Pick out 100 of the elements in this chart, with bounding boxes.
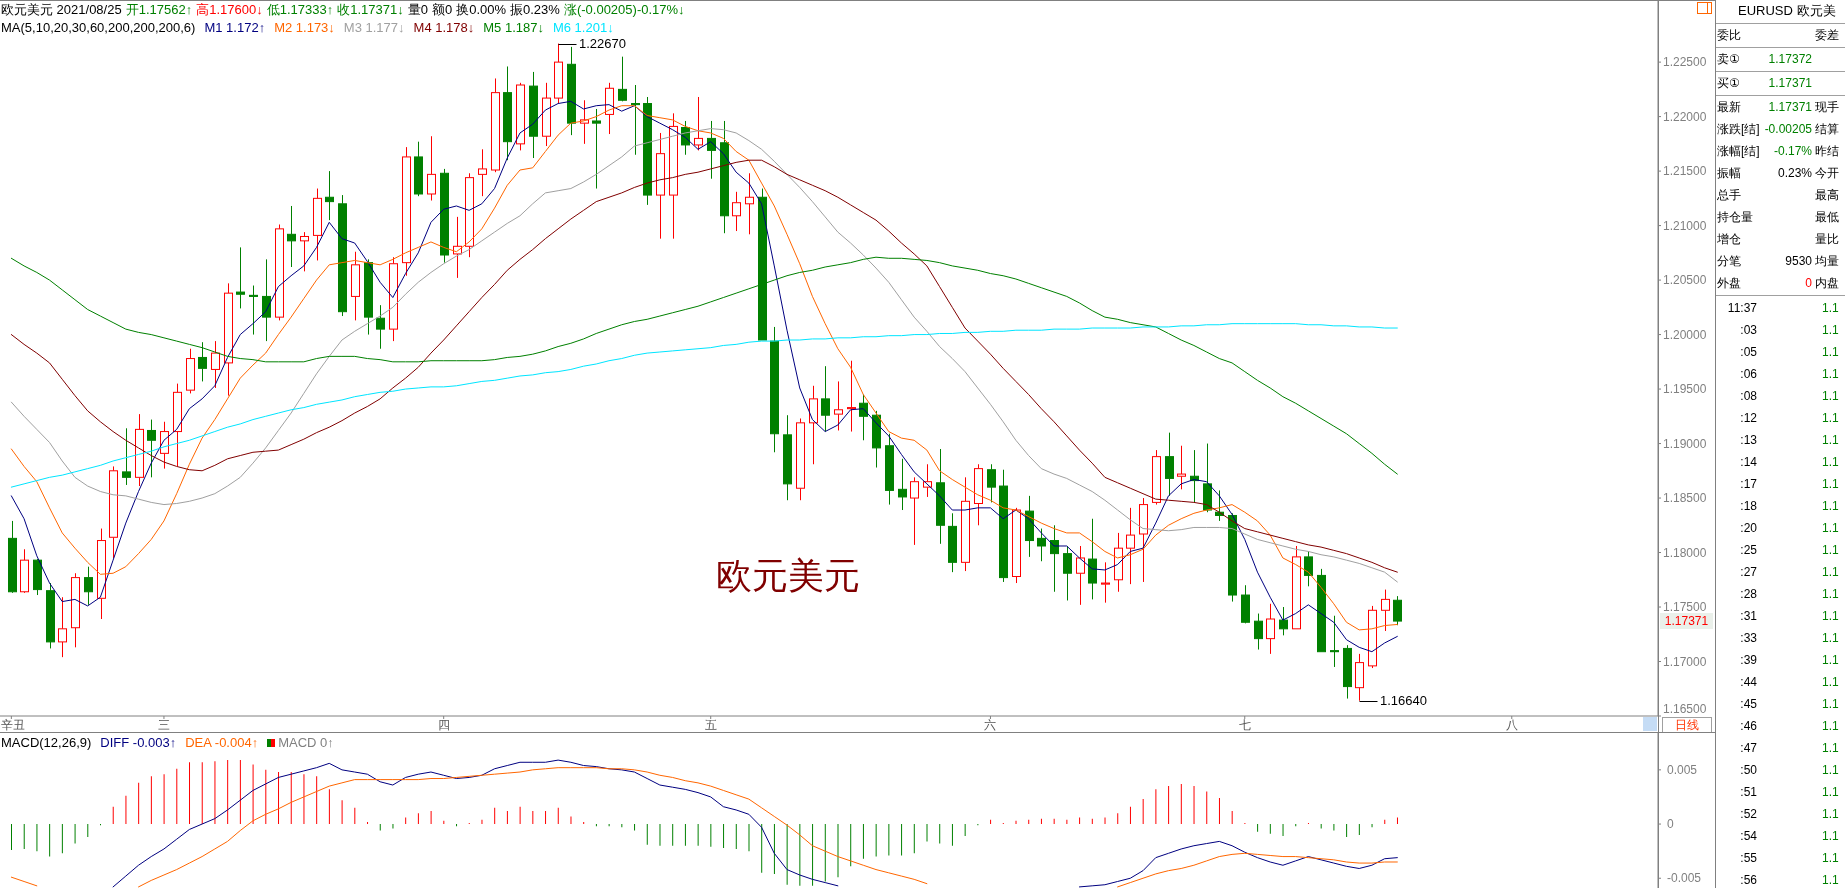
text: 涨幅[结] <box>1717 143 1760 159</box>
text: 1.1 <box>1822 410 1839 426</box>
candlestick <box>732 191 741 232</box>
text: :08 <box>1740 388 1757 404</box>
text: 1.1 <box>1822 608 1839 624</box>
candlestick <box>1101 561 1110 604</box>
text: :33 <box>1740 630 1757 646</box>
y-tick-label: 0 <box>1667 817 1674 832</box>
text: 1.17372 <box>1768 51 1812 67</box>
text: 最新 <box>1717 99 1741 115</box>
text: :55 <box>1740 850 1757 866</box>
text: -0.00205 <box>1764 121 1812 137</box>
y-tick-label: 1.17000 <box>1663 654 1707 669</box>
text: 外盘 <box>1717 275 1741 291</box>
x-tick-label: 六 <box>984 718 997 732</box>
annotation: 低1.17333↑ <box>266 2 334 17</box>
text: 持仓量 <box>1717 209 1753 225</box>
chart-title: 欧元美元 2021/08/25 <box>1 2 122 17</box>
candlestick <box>503 65 512 161</box>
candlestick <box>58 596 67 658</box>
candlestick <box>249 285 258 336</box>
text: 1.1 <box>1822 828 1839 844</box>
candlestick <box>910 476 919 546</box>
tab-button: 日线 <box>1662 717 1712 733</box>
candlestick <box>745 172 754 235</box>
line-series <box>10 323 1398 488</box>
y-tick-label: 1.19500 <box>1663 382 1707 397</box>
annotation: 量0 <box>407 2 428 17</box>
text: 0.23% <box>1777 165 1812 181</box>
text: :31 <box>1740 608 1757 624</box>
text: 结算 <box>1815 121 1839 137</box>
text: M5 1.187↓ <box>483 20 544 35</box>
y-tick-label: 1.20500 <box>1663 273 1707 288</box>
y-tick-label: 0.005 <box>1667 763 1698 778</box>
annotation: 收1.17371↓ <box>337 2 404 17</box>
candlestick <box>542 82 551 147</box>
y-tick-label: 1.16500 <box>1663 702 1707 717</box>
candlestick <box>71 572 80 648</box>
candlestick <box>567 46 576 136</box>
candlestick <box>224 282 233 397</box>
candlestick <box>20 548 29 593</box>
candlestick <box>783 414 792 501</box>
candlestick <box>1076 545 1085 606</box>
candlestick <box>898 458 907 511</box>
y-tick-label: 1.19000 <box>1663 436 1707 451</box>
text: 1.17371 <box>1768 75 1812 91</box>
text: :14 <box>1740 454 1757 470</box>
text: 1.1 <box>1822 762 1839 778</box>
text: :54 <box>1740 828 1757 844</box>
annotation: 涨(-0.00205)-0.17%↓ <box>563 2 685 17</box>
annotation: 1.22670 <box>579 36 626 52</box>
candlestick <box>847 360 856 433</box>
annotation: 1.16640 <box>1380 693 1427 709</box>
candlestick <box>147 419 156 478</box>
text: 1.1 <box>1822 784 1839 800</box>
candlestick <box>198 341 207 382</box>
text: M1 1.172↑ <box>204 20 266 35</box>
text: 1.1 <box>1822 674 1839 690</box>
text: 1.1 <box>1822 850 1839 866</box>
text: -0.17% <box>1773 143 1812 159</box>
text: :05 <box>1740 344 1757 360</box>
candlestick <box>796 417 805 501</box>
candlestick <box>313 188 322 261</box>
text: DIFF -0.003↑ <box>100 735 177 750</box>
text: 1.1 <box>1822 344 1839 360</box>
text: 1.1 <box>1822 454 1839 470</box>
text: 内盘 <box>1815 275 1839 291</box>
text: :44 <box>1740 674 1757 690</box>
text: 均量 <box>1815 253 1839 269</box>
y-tick-label: 1.17500 <box>1663 600 1707 615</box>
text: 1.1 <box>1822 652 1839 668</box>
text: 最高 <box>1815 187 1839 203</box>
text: :28 <box>1740 586 1757 602</box>
text: :18 <box>1740 498 1757 514</box>
candlestick <box>999 469 1008 583</box>
x-tick-label: 四 <box>437 718 450 732</box>
candlestick <box>948 512 957 573</box>
text: 委比 <box>1717 27 1741 43</box>
text: 1.1 <box>1822 630 1839 646</box>
candlestick <box>1088 518 1097 600</box>
annotation: 振0.23% <box>510 2 560 17</box>
candlestick <box>1114 532 1123 593</box>
candlestick <box>33 559 42 596</box>
y-tick-label: -0.005 <box>1667 871 1702 886</box>
text: 0 <box>1805 275 1812 291</box>
candlestick <box>770 326 779 453</box>
x-tick-label: 五 <box>704 718 717 732</box>
annotation: 高1.17600↓ <box>196 2 263 17</box>
candlestick <box>325 170 334 221</box>
text: 1.17371 <box>1768 99 1812 115</box>
text: :17 <box>1740 476 1757 492</box>
text: M4 1.178↓ <box>413 20 475 35</box>
text: :12 <box>1740 410 1757 426</box>
text: 委差 <box>1815 27 1839 43</box>
x-tick-label: 三 <box>157 718 170 732</box>
text: :27 <box>1740 564 1757 580</box>
candlestick <box>1343 644 1352 700</box>
candlestick <box>478 148 487 197</box>
annotation: 额0 <box>431 2 453 17</box>
candlestick <box>669 112 678 240</box>
